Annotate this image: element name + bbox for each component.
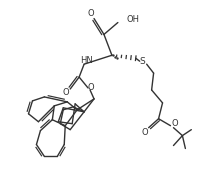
Text: O: O [88,9,94,18]
Text: O: O [88,82,94,92]
Text: OH: OH [127,15,140,24]
Text: HN: HN [80,56,92,65]
Text: S: S [140,57,146,66]
Text: O: O [141,128,148,137]
Text: O: O [171,119,178,128]
Text: O: O [63,88,70,97]
